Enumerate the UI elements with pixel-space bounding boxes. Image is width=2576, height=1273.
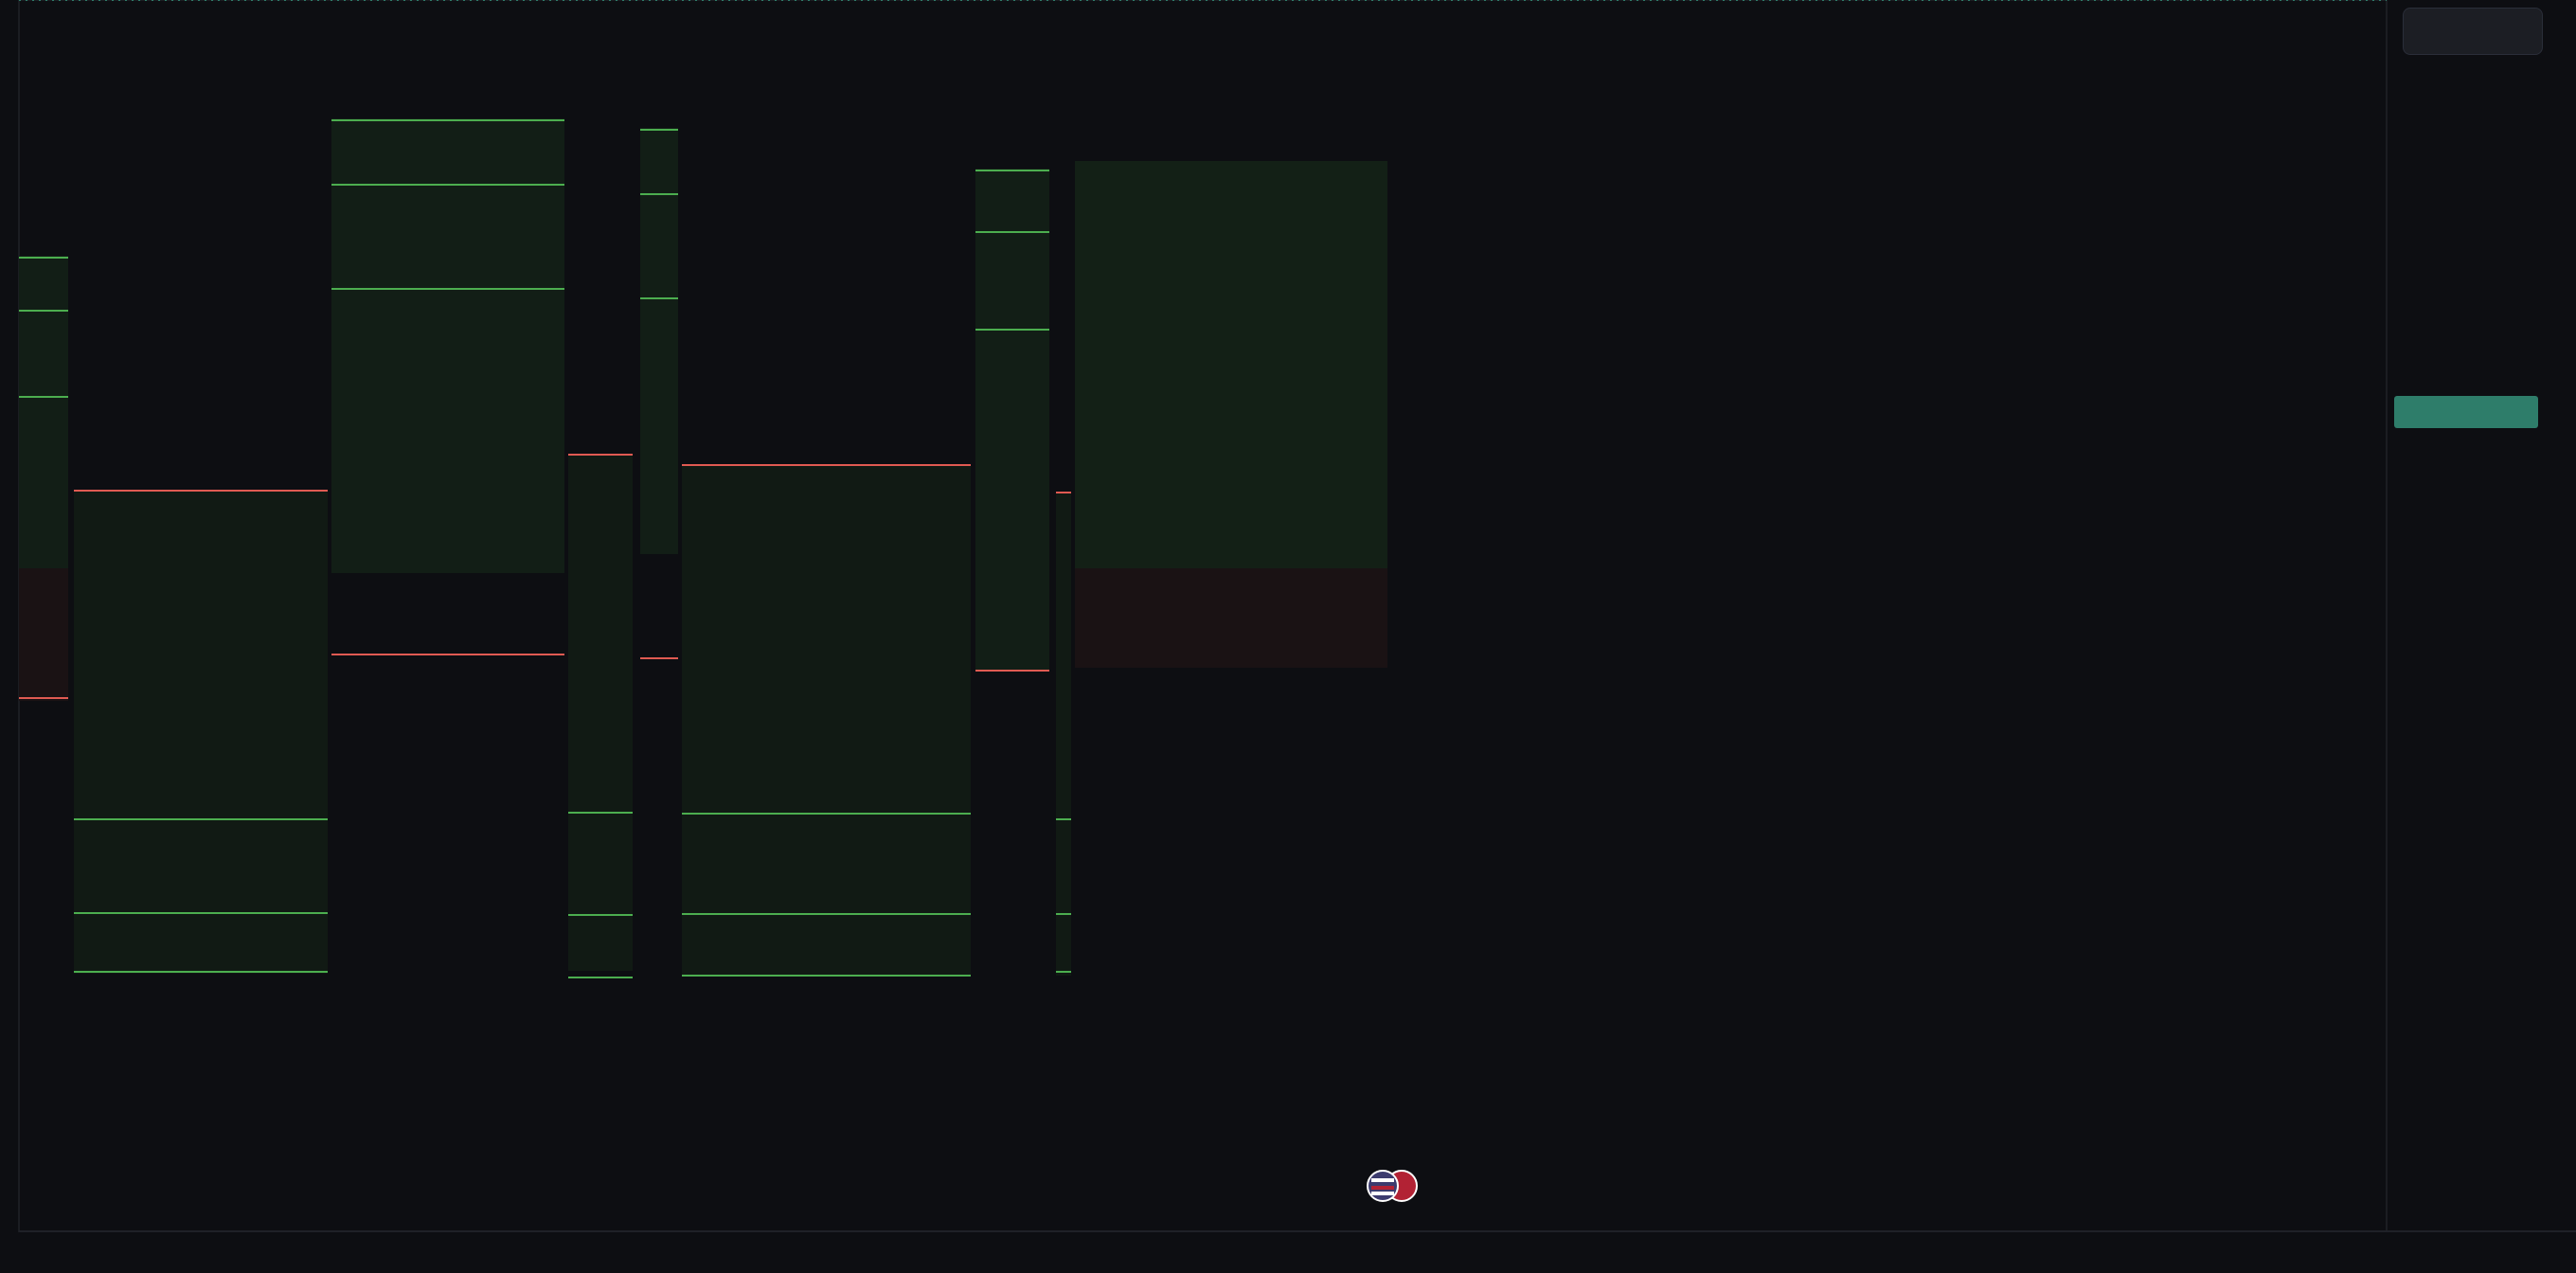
trade-zones: [19, 118, 1387, 976]
zone-bg: [74, 491, 328, 974]
currency-button[interactable]: [2403, 8, 2543, 55]
zone-bg: [1075, 568, 1387, 668]
zone-bg: [640, 128, 678, 554]
symbol-legend: [34, 17, 94, 45]
zone-bg: [1075, 161, 1387, 568]
zone-level-lines: [19, 119, 1071, 978]
zone-bg: [331, 118, 564, 573]
flag-icon[interactable]: [1362, 1169, 1421, 1203]
zone-bg: [1056, 493, 1071, 976]
zone-bg: [19, 256, 68, 568]
zone-bg: [682, 464, 971, 976]
zone-bg: [975, 169, 1049, 671]
zone-bg: [568, 455, 633, 971]
zone-bg: [19, 568, 68, 701]
current-price-tag: [2394, 396, 2538, 428]
